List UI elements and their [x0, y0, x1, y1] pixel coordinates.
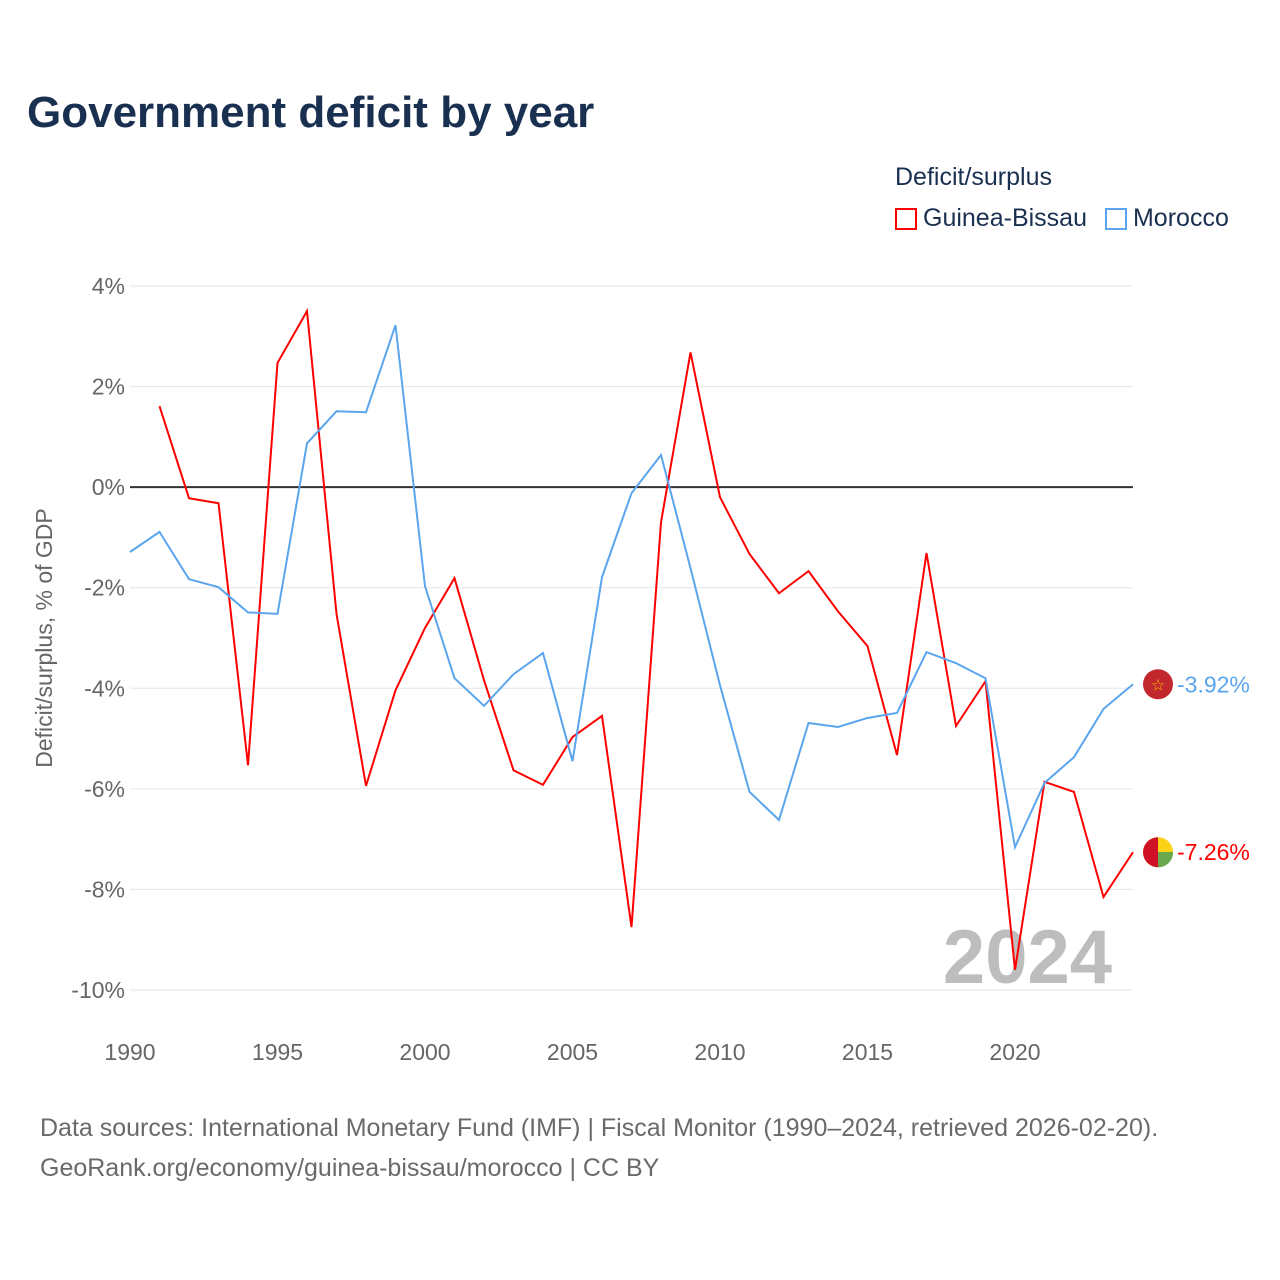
flag-star: ☆ — [1151, 677, 1165, 694]
x-tick-label: 2005 — [547, 1039, 598, 1065]
morocco-flag-icon — [1143, 669, 1173, 700]
chart-title: Government deficit by year — [27, 88, 595, 137]
y-tick-label: -10% — [71, 977, 125, 1003]
legend-item-guinea-bissau[interactable]: Guinea-Bissau — [895, 204, 1087, 233]
end-value-label: -3.92% — [1177, 671, 1250, 697]
x-tick-label: 2000 — [399, 1039, 450, 1065]
y-tick-label: -2% — [84, 575, 125, 601]
x-tick-label: 2015 — [842, 1039, 893, 1065]
x-tick-label: 1995 — [252, 1039, 303, 1065]
source-note: Data sources: International Monetary Fun… — [40, 1108, 1158, 1188]
legend: Guinea-Bissau Morocco — [895, 204, 1229, 233]
end-value-label: -7.26% — [1177, 839, 1250, 865]
legend-swatch — [1104, 207, 1127, 230]
y-tick-label: 4% — [92, 273, 125, 299]
flag-part — [1158, 852, 1174, 868]
y-tick-label: -6% — [84, 776, 125, 802]
y-axis-label: Deficit/surplus, % of GDP — [31, 508, 57, 767]
legend-title: Deficit/surplus — [895, 163, 1052, 191]
source-line-1: Data sources: International Monetary Fun… — [40, 1114, 1159, 1142]
x-tick-label: 2010 — [694, 1039, 745, 1065]
year-watermark: 2024 — [943, 915, 1112, 1000]
y-tick-label: 0% — [92, 474, 125, 500]
series-line-morocco — [129, 324, 1134, 851]
x-tick-label: 2020 — [989, 1039, 1040, 1065]
legend-label: Morocco — [1132, 204, 1229, 232]
legend-item-morocco[interactable]: Morocco — [1104, 204, 1229, 233]
y-tick-label: -4% — [84, 675, 125, 701]
legend-swatch — [895, 207, 917, 230]
x-tick-label: 1990 — [104, 1039, 155, 1065]
series-line-guinea-bissau — [158, 307, 1134, 971]
legend-label: Guinea-Bissau — [923, 204, 1087, 232]
flag-part — [1143, 837, 1158, 868]
source-line-2[interactable]: GeoRank.org/economy/guinea-bissau/morocc… — [40, 1154, 660, 1182]
y-tick-label: -8% — [84, 876, 125, 902]
y-tick-label: 2% — [92, 374, 125, 400]
